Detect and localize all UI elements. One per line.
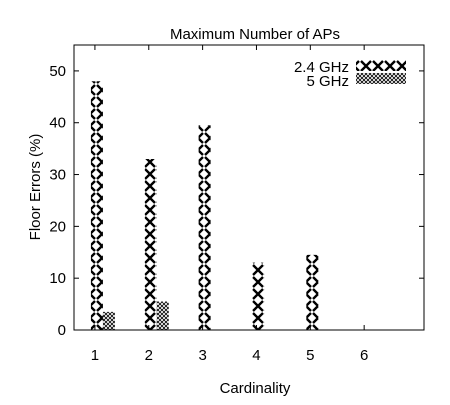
legend-label-5ghz: 5 GHz xyxy=(306,73,349,90)
y-axis-ticks: 0 10 20 30 40 50 xyxy=(49,63,424,339)
y-axis-label: Floor Errors (%) xyxy=(27,134,44,241)
bars-layer xyxy=(90,81,319,331)
y-tick-label-30: 30 xyxy=(49,167,66,184)
x-tick-label-5: 5 xyxy=(306,347,314,364)
x-tick-label-3: 3 xyxy=(198,347,206,364)
x-axis-label: Cardinality xyxy=(220,380,291,397)
x-tick-label-6: 6 xyxy=(360,347,368,364)
plot-frame xyxy=(73,44,425,331)
legend-swatch-2.4ghz xyxy=(356,60,406,71)
x-axis-ticks: 1 2 3 4 5 6 xyxy=(91,45,368,364)
legend: 2.4 GHz 5 GHz xyxy=(294,59,406,90)
x-tick-label-1: 1 xyxy=(91,347,99,364)
bar-5ghz-1 xyxy=(102,311,115,330)
legend-swatch-5ghz xyxy=(356,73,406,84)
y-tick-label-10: 10 xyxy=(49,270,66,287)
y-tick-label-20: 20 xyxy=(49,218,66,235)
bar-2.4ghz-5 xyxy=(306,254,319,330)
y-tick-label-40: 40 xyxy=(49,115,66,132)
bar-2.4ghz-2 xyxy=(144,159,157,330)
chart-title: Maximum Number of APs xyxy=(170,26,340,43)
x-tick-label-4: 4 xyxy=(252,347,260,364)
bar-2.4ghz-4 xyxy=(252,262,265,330)
y-tick-label-50: 50 xyxy=(49,63,66,80)
x-tick-label-2: 2 xyxy=(145,347,153,364)
legend-label-2.4ghz: 2.4 GHz xyxy=(294,59,349,76)
y-tick-label-0: 0 xyxy=(58,322,66,339)
bar-5ghz-2 xyxy=(156,301,169,330)
bar-2.4ghz-1 xyxy=(90,81,103,330)
bar-2.4ghz-3 xyxy=(198,125,211,331)
